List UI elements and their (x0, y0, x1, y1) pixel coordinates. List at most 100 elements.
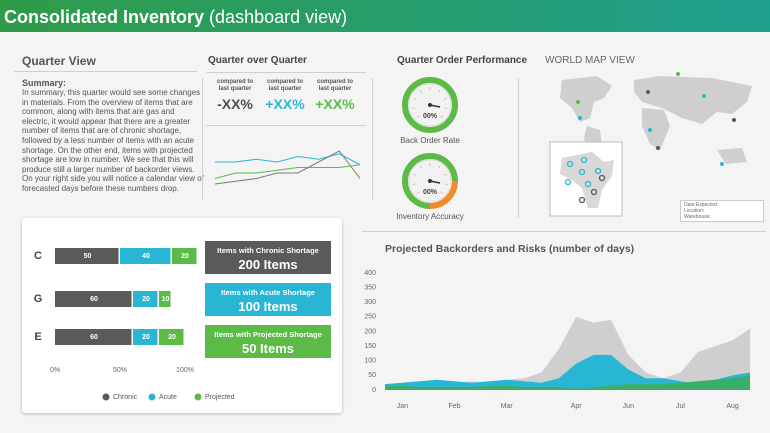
kpi-label: Items with Chronic Shortage (217, 246, 319, 255)
kpi-value: 200 Items (238, 257, 298, 272)
kpi-box: Items with Acute Shortage 100 Items (205, 283, 331, 316)
gauge-tick (440, 115, 444, 119)
bar-segment (55, 291, 132, 307)
gauge-label: Inventory Accuracy (396, 212, 464, 221)
y-tick-label: 200 (364, 328, 376, 335)
y-tick-label: 350 (364, 284, 376, 291)
y-tick-label: 400 (364, 270, 376, 277)
comparison-value: -XX% (217, 96, 253, 112)
gauge-tick (440, 191, 444, 195)
gauges: 00% Back Order Rate 00% Inventory Accuracy (396, 77, 464, 221)
gauge-hub (428, 179, 432, 183)
category-label: C (34, 250, 42, 262)
line-series (215, 153, 361, 166)
gauge-tick (438, 165, 441, 169)
bar-value: 20 (142, 334, 150, 341)
category-label: G (34, 293, 43, 305)
gauge-tick (416, 115, 420, 119)
bar-value: 60 (90, 334, 98, 341)
area-series (385, 316, 750, 390)
line-series (214, 164, 361, 179)
kpi-label: Items with Projected Shortage (214, 330, 322, 339)
section-title: WORLD MAP VIEW (545, 55, 635, 66)
bar-value: 20 (181, 253, 189, 260)
comparison: compared to last quarter +XX% (262, 79, 308, 112)
gauge-tick (443, 173, 447, 176)
bar-segment (159, 329, 184, 345)
map-legend-item: Warehouse: (684, 214, 711, 220)
gauge-label: Back Order Rate (400, 136, 460, 145)
x-tick-label: Jan (397, 403, 408, 410)
gauge-tick (413, 97, 417, 100)
world-map (549, 72, 752, 217)
bar-segment (55, 329, 132, 345)
section-title: Quarter View (22, 54, 96, 68)
kpi-value: 100 Items (238, 299, 298, 314)
gauge-tick (419, 165, 422, 169)
bar-value: 20 (168, 334, 176, 341)
bar-value: 50 (84, 253, 92, 260)
bar-value: 10 (162, 296, 170, 303)
area-series (385, 354, 750, 390)
chart-title: Projected Backorders and Risks (number o… (385, 243, 634, 255)
comparison-value: +XX% (315, 96, 355, 112)
y-tick-label: 150 (364, 343, 376, 350)
bar-value: 40 (142, 253, 150, 260)
comparison-caption: compared to last quarter (216, 79, 253, 92)
gauge-tick (438, 89, 441, 93)
kpi-label: Items with Acute Shortage (221, 288, 315, 297)
x-tick-label: Feb (448, 403, 460, 410)
bar-segment (133, 329, 158, 345)
y-tick-label: 50 (368, 372, 376, 379)
x-tick-label: 50% (113, 367, 127, 374)
legend-label: Acute (159, 394, 177, 401)
bar-segment (133, 291, 158, 307)
gauge-tick (444, 107, 448, 109)
map-legend-item: Date Expected: (684, 202, 719, 208)
section-title: Quarter Order Performance (397, 55, 528, 66)
comparison-caption: compared to last quarter (266, 79, 303, 92)
bar-segment (172, 248, 197, 264)
gauge-value: 00% (423, 113, 438, 120)
kpi-value: 50 Items (241, 341, 295, 356)
gauge-value: 00% (423, 189, 438, 196)
x-tick-label: Jul (676, 403, 685, 410)
kpi-box: Items with Chronic Shortage 200 Items (205, 241, 331, 274)
bar-segment (159, 291, 171, 307)
bar-value: 20 (142, 296, 150, 303)
gauge-tick (416, 191, 420, 195)
line-series (214, 150, 361, 185)
x-tick-label: Apr (571, 403, 583, 410)
x-tick-label: Jun (623, 403, 634, 410)
header-title: Consolidated Inventory (4, 7, 205, 27)
summary-label: Summary: (22, 78, 67, 88)
legend-swatch (148, 393, 156, 401)
header-subtitle: (dashboard view) (209, 7, 348, 27)
legend-label: Projected (205, 394, 235, 401)
legend-swatch (102, 393, 110, 401)
x-tick-label: Aug (726, 403, 739, 410)
legend-swatch (194, 393, 202, 401)
bar-segment (120, 248, 171, 264)
area-series (385, 375, 750, 390)
header: Consolidated Inventory (dashboard view) (0, 0, 770, 32)
x-tick-label: 100% (176, 367, 194, 374)
gauge-tick (444, 183, 448, 185)
gauge-tick (412, 183, 416, 185)
bar-chart: C 50 40 20 G 60 20 10 E 60 20 20 0% 50% 100% Chronic Acu… (34, 248, 235, 401)
map-legend-item: Location: (684, 208, 705, 214)
category-label: E (34, 331, 41, 343)
qoq-chart (214, 150, 361, 185)
y-tick-label: 0 (372, 387, 376, 394)
gauge-tick (419, 89, 422, 93)
bar-segment (55, 248, 119, 264)
x-tick-label: Mar (501, 403, 514, 410)
x-tick-label: 0% (50, 367, 60, 374)
area-chart: Projected Backorders and Risks (number o… (364, 243, 750, 410)
y-tick-label: 250 (364, 314, 376, 321)
comparison: compared to last quarter -XX% (212, 79, 258, 112)
y-tick-label: 300 (364, 299, 376, 306)
section-title: Quarter over Quarter (208, 55, 307, 66)
comparison-caption: compared to last quarter (316, 79, 353, 92)
